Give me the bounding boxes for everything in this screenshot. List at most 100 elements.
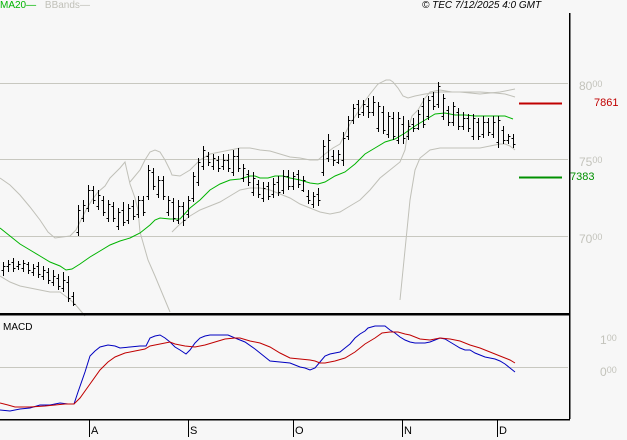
ohlc-bar <box>61 272 66 292</box>
ohlc-bar <box>336 150 341 164</box>
ohlc-bar <box>86 185 91 212</box>
ohlc-bar <box>111 202 116 222</box>
ohlc-bar <box>451 102 456 126</box>
resistance-label: 7861 <box>594 97 619 109</box>
ohlc-bar <box>281 170 286 194</box>
ohlc-bar <box>276 176 281 196</box>
ohlc-bar <box>416 110 421 130</box>
ohlc-bar <box>256 180 261 198</box>
ohlc-bar <box>266 182 271 200</box>
ohlc-bar <box>506 134 511 144</box>
support-label: 7383 <box>570 171 595 183</box>
legend-bbands: BBands— <box>45 0 90 11</box>
ohlc-bar <box>211 154 216 170</box>
ohlc-bar <box>1 262 6 276</box>
ohlc-bar <box>306 190 311 204</box>
ohlc-bar <box>486 118 491 136</box>
y-label-sup: 00 <box>592 155 603 165</box>
ohlc-bar <box>456 108 461 130</box>
ohlc-bar <box>206 152 211 166</box>
y-label-8000: 8000 <box>579 79 602 93</box>
legend-bbands-swatch: — <box>79 0 90 11</box>
macd-label-sup: 00 <box>606 333 617 343</box>
ohlc-bar <box>246 170 251 186</box>
ohlc-bar <box>421 98 426 128</box>
ohlc-bar <box>146 165 151 200</box>
ohlc-bar <box>316 188 321 206</box>
ohlc-bar <box>76 205 81 236</box>
ma20-line <box>0 112 514 271</box>
ohlc-bar <box>271 178 276 198</box>
ohlc-bar <box>331 150 336 166</box>
ohlc-bar <box>166 196 171 216</box>
macd-label-main: 1 <box>600 333 607 347</box>
ohlc-bar <box>496 116 501 148</box>
copyright-timestamp: © TEC 7/12/2025 4:0 GMT <box>422 0 542 11</box>
ohlc-bar <box>96 190 101 210</box>
ohlc-bar <box>371 96 376 116</box>
ohlc-bar <box>81 200 86 222</box>
macd-title: MACD <box>3 322 33 333</box>
ohlc-bar <box>191 172 196 202</box>
ohlc-bar <box>161 176 166 200</box>
ohlc-bar <box>221 154 226 170</box>
bollinger-bands <box>0 79 516 317</box>
x-axis-ticks <box>89 420 498 437</box>
ohlc-bar <box>441 94 446 120</box>
y-label-main: 70 <box>579 232 593 246</box>
legend-ma20-swatch: — <box>26 0 37 11</box>
bband-line <box>0 160 171 313</box>
ohlc-bar <box>366 98 371 118</box>
ohlc-bar <box>411 118 416 132</box>
ohlc-bar <box>141 196 146 216</box>
legend-ma20: MA20— <box>0 0 36 11</box>
ohlc-bar <box>431 92 436 110</box>
ohlc-bar <box>391 112 396 140</box>
y-label-7500: 7500 <box>579 155 602 169</box>
ohlc-bar <box>381 106 386 134</box>
ohlc-bar <box>46 268 51 284</box>
ohlc-bar <box>56 274 61 290</box>
ohlc-bar <box>41 266 46 280</box>
ohlc-bar <box>446 106 451 126</box>
x-label-aug: A <box>91 425 99 437</box>
ohlc-bar <box>376 102 381 132</box>
ohlc-bar <box>396 112 401 144</box>
ohlc-bar <box>71 292 76 306</box>
legend-bbands-label: BBands <box>44 0 80 11</box>
ohlc-bar <box>346 116 351 140</box>
ohlc-bar <box>241 164 246 182</box>
x-label-oct: O <box>295 425 304 437</box>
macd-lines <box>0 325 516 412</box>
ohlc-bar <box>151 168 156 190</box>
ohlc-bar <box>131 200 136 220</box>
y-label-main: 80 <box>579 79 593 93</box>
ohlc-bar <box>231 150 236 176</box>
ohlc-bar <box>201 146 206 170</box>
x-label-dec: D <box>499 425 507 437</box>
ohlc-bar <box>181 202 186 226</box>
legend-ma20-label: MA20 <box>0 0 27 11</box>
ohlc-bar <box>356 100 361 118</box>
ohlc-bar <box>341 132 346 166</box>
ohlc-bar <box>156 176 161 198</box>
ohlc-bar <box>471 114 476 140</box>
ohlc-bar <box>481 116 486 138</box>
ohlc-bar <box>296 170 301 188</box>
y-label-sup: 00 <box>592 79 603 89</box>
bband-line <box>0 275 86 317</box>
price-grid <box>0 83 568 237</box>
chart-frame <box>0 13 571 421</box>
ohlc-bar <box>6 260 11 272</box>
ohlc-bar <box>301 176 306 192</box>
ohlc-bar <box>321 140 326 176</box>
ohlc-bar <box>476 118 481 140</box>
ohlc-bar <box>126 204 131 224</box>
ohlc-bar <box>186 196 191 218</box>
ohlc-bar <box>21 260 26 272</box>
ohlc-bar <box>326 134 331 162</box>
ohlc-bar <box>491 116 496 138</box>
bband-line <box>171 89 516 233</box>
ohlc-bar <box>121 202 126 226</box>
